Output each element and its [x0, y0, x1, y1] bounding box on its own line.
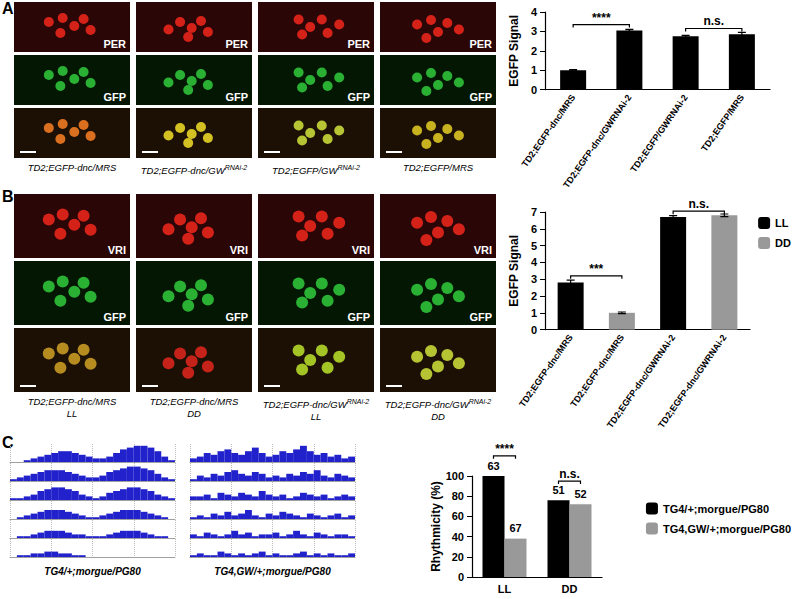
svg-text:TG4,GW/+;morgue/PG80: TG4,GW/+;morgue/PG80 — [663, 523, 791, 535]
html-text:GFP: GFP — [469, 311, 492, 323]
svg-text:TD2;EGFP-dnc/MRS: TD2;EGFP-dnc/MRS — [568, 333, 626, 409]
html-text:C: C — [2, 434, 14, 451]
html-text:TG4,GW/+;morgue/PG80: TG4,GW/+;morgue/PG80 — [214, 566, 331, 577]
svg-text:80: 80 — [452, 490, 464, 502]
svg-text:Rhythmicity (%): Rhythmicity (%) — [429, 481, 443, 572]
html-text:PER: PER — [103, 38, 126, 50]
svg-text:2: 2 — [531, 45, 537, 57]
svg-text:DD: DD — [775, 237, 791, 249]
html-text:B: B — [2, 188, 14, 205]
svg-text:67: 67 — [509, 522, 521, 534]
svg-text:3: 3 — [531, 273, 537, 285]
svg-text:4: 4 — [531, 256, 538, 268]
svg-text:****: **** — [495, 442, 514, 456]
svg-text:EGFP Signal: EGFP Signal — [507, 235, 521, 307]
html-text:PER: PER — [469, 38, 492, 50]
svg-text:TD2;EGFP-dnc/GWRNAi-2: TD2;EGFP-dnc/GWRNAi-2 — [605, 332, 678, 430]
html-text:GFP: GFP — [103, 311, 126, 323]
svg-text:TD2;EGFP-dnc/GWRNAi-2: TD2;EGFP-dnc/GWRNAi-2 — [561, 93, 633, 190]
svg-text:7: 7 — [531, 206, 537, 218]
html-text:DD: DD — [431, 411, 445, 423]
svg-text:52: 52 — [574, 488, 586, 500]
html-text:GFP: GFP — [225, 91, 248, 103]
svg-text:****: **** — [592, 11, 611, 25]
svg-text:TG4/+;morgue/PG80: TG4/+;morgue/PG80 — [663, 503, 769, 515]
html-text:TD2;EGFP/MRS: TD2;EGFP/MRS — [402, 162, 474, 173]
html-text:PER: PER — [225, 38, 248, 50]
svg-text:40: 40 — [452, 531, 464, 543]
svg-text:TD2;EGFP-dnc/MRS: TD2;EGFP-dnc/MRS — [520, 93, 578, 169]
html-text:GFP: GFP — [103, 91, 126, 103]
svg-text:n.s.: n.s. — [559, 467, 580, 481]
html-text:DD: DD — [187, 408, 201, 419]
svg-text:2: 2 — [531, 290, 537, 302]
html-text:A: A — [2, 0, 14, 17]
svg-text:TD2;EGFP-dnc/MRS: TD2;EGFP-dnc/MRS — [517, 333, 575, 409]
svg-text:1: 1 — [531, 64, 537, 76]
html-text:GFP: GFP — [469, 91, 492, 103]
svg-text:3: 3 — [531, 25, 537, 37]
html-text:LL: LL — [66, 408, 78, 419]
html-text:TD2;EGFP-dnc/MRS: TD2;EGFP-dnc/MRS — [27, 396, 117, 407]
svg-text:***: *** — [589, 262, 603, 276]
html-text:GFP: GFP — [347, 91, 370, 103]
svg-text:60: 60 — [452, 510, 464, 522]
html-text:TD2;EGFP-dnc/MRS: TD2;EGFP-dnc/MRS — [27, 162, 117, 173]
html-text:TD2;EGFP-dnc/GWRNAi-2: TD2;EGFP-dnc/GWRNAi-2 — [140, 164, 248, 177]
svg-text:63: 63 — [487, 460, 499, 472]
svg-text:0: 0 — [531, 84, 537, 96]
html-text:VRI: VRI — [107, 244, 126, 256]
html-text:TG4/+;morgue/PG80: TG4/+;morgue/PG80 — [44, 566, 141, 577]
html-text:VRI: VRI — [351, 244, 370, 256]
svg-text:0: 0 — [531, 324, 537, 336]
html-text:VRI: VRI — [229, 244, 248, 256]
html-text:VRI: VRI — [473, 244, 492, 256]
svg-text:TD2;EGFP/MRS: TD2;EGFP/MRS — [699, 93, 746, 154]
svg-text:1: 1 — [531, 307, 537, 319]
svg-text:100: 100 — [446, 470, 464, 482]
svg-text:0: 0 — [458, 571, 464, 583]
svg-text:EGFP Signal: EGFP Signal — [507, 15, 521, 87]
html-text:GFP: GFP — [347, 311, 370, 323]
html-text:TD2;EGFP-dnc/GWRNAi-2: TD2;EGFP-dnc/GWRNAi-2 — [262, 398, 370, 411]
svg-text:TD2;EGFP-dnc/GWRNAi-2: TD2;EGFP-dnc/GWRNAi-2 — [656, 333, 728, 430]
svg-text:n.s.: n.s. — [688, 197, 709, 211]
html-text:GFP: GFP — [225, 311, 248, 323]
svg-text:n.s.: n.s. — [703, 14, 724, 28]
svg-text:4: 4 — [531, 6, 538, 18]
svg-text:51: 51 — [552, 484, 564, 496]
html-text:LL: LL — [310, 411, 322, 423]
svg-text:20: 20 — [452, 551, 464, 563]
svg-text:TD2;EGFP/GWRNAi-2: TD2;EGFP/GWRNAi-2 — [628, 93, 689, 175]
svg-text:6: 6 — [531, 223, 537, 235]
html-text:TD2;EGFP-dnc/MRS: TD2;EGFP-dnc/MRS — [149, 396, 239, 407]
svg-text:LL: LL — [498, 583, 512, 595]
html-text:TD2;EGFP-dnc/GWRNAi-2: TD2;EGFP-dnc/GWRNAi-2 — [384, 398, 492, 411]
svg-text:DD: DD — [562, 583, 578, 595]
svg-text:LL: LL — [775, 217, 789, 229]
svg-text:5: 5 — [531, 240, 537, 252]
html-text:TD2;EGFP/GWRNAi-2: TD2;EGFP/GWRNAi-2 — [272, 164, 360, 177]
html-text:PER: PER — [347, 38, 370, 50]
